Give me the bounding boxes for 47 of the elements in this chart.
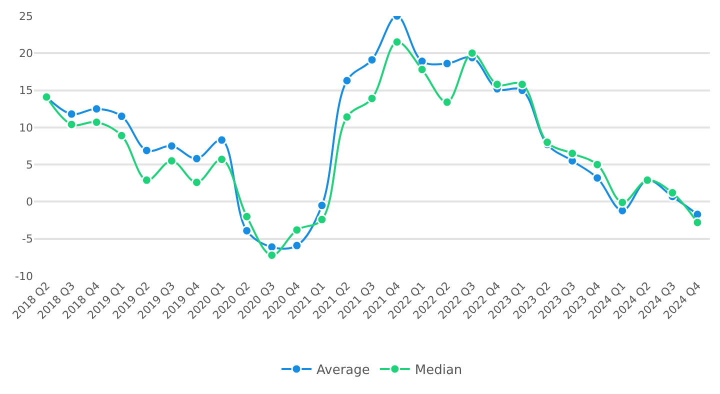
point — [316, 200, 328, 211]
point — [592, 172, 603, 184]
point — [66, 119, 77, 130]
point — [466, 48, 478, 58]
point — [141, 145, 152, 156]
y-tick-label: 10 — [19, 121, 33, 134]
y-tick-label: 0 — [26, 196, 33, 209]
point — [116, 130, 127, 141]
point — [342, 112, 352, 122]
y-tick-label: 5 — [26, 158, 33, 172]
point — [266, 250, 278, 260]
point — [66, 108, 77, 120]
point — [667, 188, 678, 198]
point — [567, 148, 578, 159]
legend-label: Average — [316, 363, 370, 378]
point — [292, 240, 302, 251]
point — [316, 214, 328, 225]
point — [292, 224, 302, 236]
point — [617, 197, 628, 208]
point — [416, 64, 428, 75]
point — [592, 159, 603, 170]
point — [516, 79, 528, 90]
y-tick-label: -10 — [15, 270, 33, 283]
y-tick-label: -5 — [22, 232, 33, 246]
point — [392, 36, 402, 48]
legend-label: Median — [414, 363, 462, 378]
point — [342, 75, 352, 86]
point — [242, 211, 252, 222]
point — [216, 134, 228, 146]
point — [442, 58, 452, 69]
point — [116, 111, 127, 122]
point — [216, 154, 228, 165]
point — [692, 217, 703, 228]
point — [242, 225, 252, 236]
point — [91, 104, 102, 114]
point — [191, 177, 202, 188]
point — [166, 156, 177, 166]
point — [442, 96, 452, 108]
y-tick-label: 20 — [19, 46, 33, 60]
point — [191, 153, 202, 164]
point — [492, 79, 502, 90]
point — [366, 93, 378, 104]
point — [141, 174, 152, 186]
y-tick-label: 15 — [19, 84, 33, 98]
y-tick-label: 25 — [19, 10, 33, 23]
point — [166, 140, 177, 152]
point — [366, 54, 378, 66]
